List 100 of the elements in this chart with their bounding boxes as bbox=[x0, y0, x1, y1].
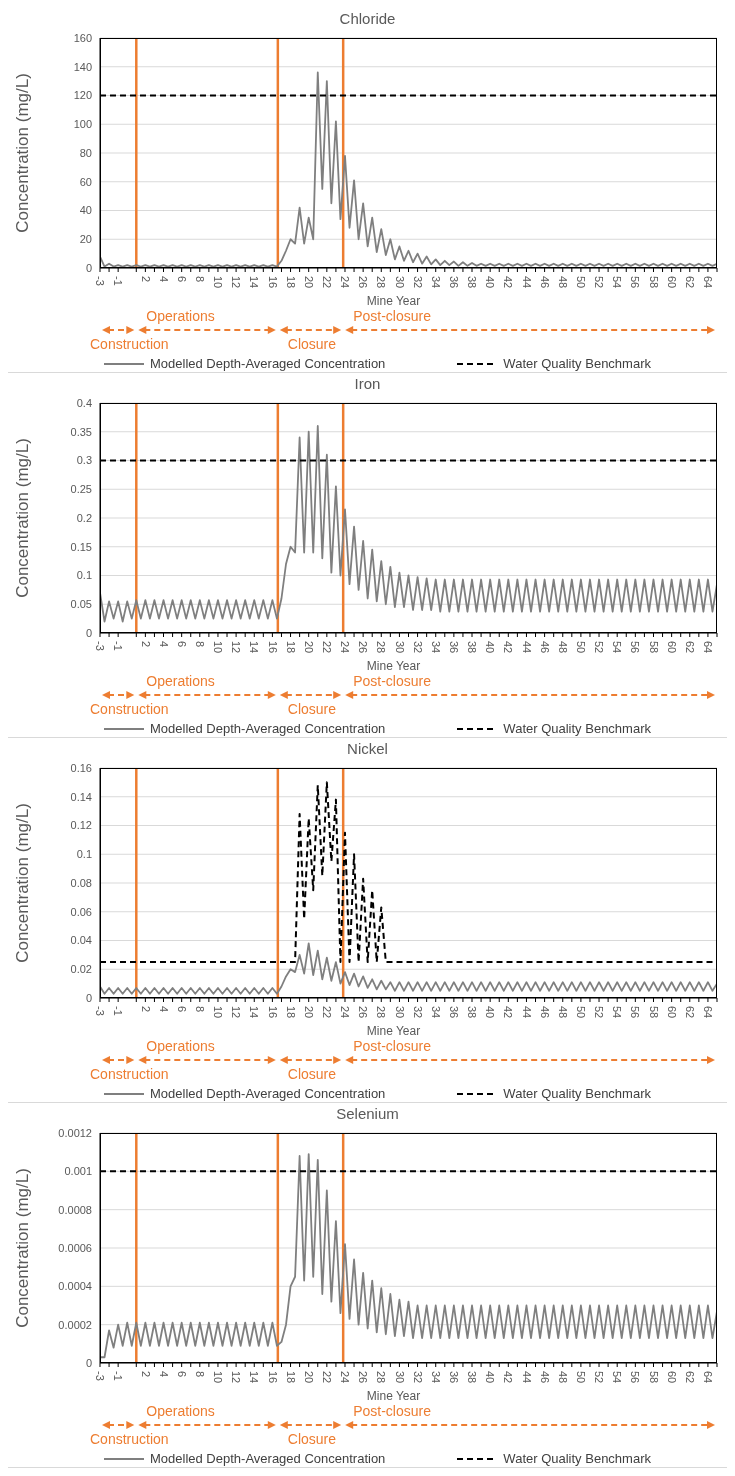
x-tick-label: 20 bbox=[302, 1006, 315, 1019]
x-tick-label: 64 bbox=[702, 276, 715, 289]
x-tick-label: 28 bbox=[375, 276, 388, 289]
x-tick-label: 44 bbox=[520, 276, 533, 289]
y-tick-label: 160 bbox=[73, 31, 92, 44]
x-tick-label: 4 bbox=[157, 1006, 170, 1013]
chart-title: Iron bbox=[353, 374, 382, 394]
x-tick-label: 26 bbox=[357, 1006, 370, 1019]
x-tick-label: 48 bbox=[556, 641, 569, 654]
y-tick-label: 0.05 bbox=[70, 598, 92, 611]
text: Post-closure bbox=[353, 308, 432, 324]
x-tick-label: 46 bbox=[538, 641, 551, 654]
x-tick-label: 48 bbox=[556, 1006, 569, 1019]
x-tick-label: 16 bbox=[266, 276, 279, 289]
chart-title: Chloride bbox=[338, 9, 397, 29]
x-tick-label: 14 bbox=[248, 276, 261, 289]
x-tick-label: 36 bbox=[448, 1006, 461, 1019]
y-tick-label: 0.35 bbox=[70, 425, 92, 438]
text: Operations bbox=[146, 1403, 215, 1419]
x-tick-label: 46 bbox=[538, 1006, 551, 1019]
y-tick-label: 0.001 bbox=[64, 1165, 92, 1178]
x-tick-label: 36 bbox=[448, 276, 461, 289]
x-tick-label: 54 bbox=[611, 641, 624, 654]
x-tick-label: 8 bbox=[193, 276, 206, 283]
text: Construction bbox=[90, 701, 169, 717]
y-tick-label: 40 bbox=[79, 204, 92, 217]
x-tick-label: 16 bbox=[266, 641, 279, 654]
x-tick-label: 22 bbox=[320, 276, 333, 289]
x-tick-label: 42 bbox=[502, 1371, 515, 1384]
y-tick-label: 0.0012 bbox=[58, 1126, 92, 1139]
y-tick-label: 0.4 bbox=[76, 396, 92, 409]
x-tick-label: 30 bbox=[393, 641, 406, 654]
x-tick-label: 34 bbox=[429, 276, 442, 289]
y-axis-title: Concentration (mg/L) bbox=[13, 803, 33, 963]
x-axis-title: Mine Year bbox=[365, 294, 422, 308]
x-tick-label: 40 bbox=[484, 641, 497, 654]
x-tick-label: 12 bbox=[230, 1006, 243, 1019]
x-tick-label: -3 bbox=[94, 1371, 107, 1381]
x-tick-label: 18 bbox=[284, 641, 297, 654]
x-axis-title: Mine Year bbox=[365, 1389, 422, 1403]
x-tick-label: 26 bbox=[357, 1371, 370, 1384]
x-tick-label: 30 bbox=[393, 1006, 406, 1019]
x-tick-label: 52 bbox=[593, 1371, 606, 1384]
y-tick-label: 0 bbox=[85, 991, 92, 1004]
x-tick-label: 14 bbox=[248, 641, 261, 654]
x-tick-label: 22 bbox=[320, 1006, 333, 1019]
x-tick-label: 46 bbox=[538, 276, 551, 289]
x-tick-label: 44 bbox=[520, 1371, 533, 1384]
y-tick-label: 0.0008 bbox=[58, 1203, 92, 1216]
text: Operations bbox=[146, 673, 215, 689]
y-tick-label: 0.0002 bbox=[58, 1318, 92, 1331]
legend-label: Modelled Depth-Averaged Concentration bbox=[150, 721, 386, 736]
text: Construction bbox=[90, 336, 169, 352]
x-tick-label: 4 bbox=[157, 1371, 170, 1378]
x-tick-label: 38 bbox=[466, 276, 479, 289]
x-tick-label: 42 bbox=[502, 1006, 515, 1019]
text: Closure bbox=[287, 1066, 337, 1082]
y-tick-label: 0.2 bbox=[76, 511, 92, 524]
y-tick-label: 120 bbox=[73, 89, 92, 102]
y-tick-label: 60 bbox=[79, 175, 92, 188]
y-tick-label: 0.25 bbox=[70, 483, 92, 496]
x-tick-label: 14 bbox=[248, 1371, 261, 1384]
y-tick-label: 20 bbox=[79, 233, 92, 246]
chart-title: Selenium bbox=[335, 1104, 400, 1124]
x-tick-label: 36 bbox=[448, 1371, 461, 1384]
x-tick-label: -1 bbox=[112, 641, 125, 651]
legend-label: Modelled Depth-Averaged Concentration bbox=[150, 1451, 386, 1466]
x-tick-label: 50 bbox=[575, 1371, 588, 1384]
x-axis-title: Mine Year bbox=[365, 659, 422, 673]
x-tick-label: 58 bbox=[647, 1371, 660, 1384]
x-tick-label: 16 bbox=[266, 1006, 279, 1019]
y-axis-title: Concentration (mg/L) bbox=[13, 1168, 33, 1328]
y-axis-title: Concentration (mg/L) bbox=[13, 73, 33, 233]
x-tick-label: 42 bbox=[502, 641, 515, 654]
y-tick-label: 140 bbox=[73, 60, 92, 73]
x-tick-label: -3 bbox=[94, 641, 107, 651]
x-tick-label: 38 bbox=[466, 1371, 479, 1384]
x-tick-label: 60 bbox=[665, 1371, 678, 1384]
legend-label: Water Quality Benchmark bbox=[503, 356, 651, 371]
x-tick-label: 12 bbox=[230, 276, 243, 289]
x-tick-label: 54 bbox=[611, 1371, 624, 1384]
x-tick-label: 64 bbox=[702, 1371, 715, 1384]
x-tick-label: 20 bbox=[302, 641, 315, 654]
x-tick-label: 24 bbox=[339, 1006, 352, 1019]
x-tick-label: 58 bbox=[647, 641, 660, 654]
x-tick-label: 12 bbox=[230, 641, 243, 654]
text: Post-closure bbox=[353, 1403, 432, 1419]
x-tick-label: -1 bbox=[112, 276, 125, 286]
x-tick-label: 50 bbox=[575, 276, 588, 289]
x-tick-label: 34 bbox=[429, 1371, 442, 1384]
legend-label: Water Quality Benchmark bbox=[503, 1451, 651, 1466]
x-tick-label: 30 bbox=[393, 1371, 406, 1384]
text: Closure bbox=[287, 1431, 337, 1447]
x-tick-label: 40 bbox=[484, 1371, 497, 1384]
x-tick-label: 64 bbox=[702, 1006, 715, 1019]
x-tick-label: 48 bbox=[556, 1371, 569, 1384]
x-tick-label: 62 bbox=[683, 276, 696, 289]
y-tick-label: 0.04 bbox=[70, 934, 92, 947]
x-tick-label: 44 bbox=[520, 641, 533, 654]
x-tick-label: 2 bbox=[139, 276, 152, 283]
